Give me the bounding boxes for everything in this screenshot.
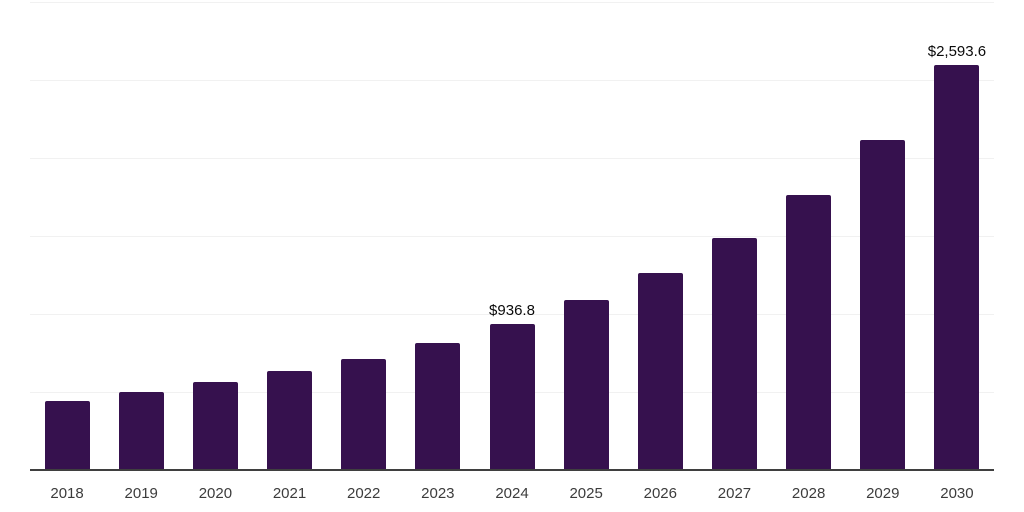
x-axis-label-2019: 2019 [124, 485, 158, 502]
x-axis-label-2023: 2023 [421, 485, 455, 502]
x-axis-label-2020: 2020 [198, 485, 233, 502]
bar-2025 [563, 299, 609, 470]
x-axis-label-2024: 2024 [495, 485, 529, 502]
x-axis-label-2026: 2026 [643, 485, 677, 502]
bar-2028 [786, 195, 832, 470]
bar-2020 [192, 382, 238, 470]
x-axis-label-2027: 2027 [717, 485, 752, 502]
bar-2019 [118, 392, 164, 470]
x-axis-label-2021: 2021 [272, 485, 307, 502]
bar-2030 [934, 65, 980, 470]
x-axis-label-2030: 2030 [940, 485, 974, 502]
bar-2026 [637, 272, 683, 470]
gridline [30, 236, 994, 237]
bar-value-label-2024: $936.8 [489, 301, 535, 319]
gridline [30, 2, 994, 3]
x-axis-line [30, 469, 994, 471]
bar-value-label-2030: $2,593.6 [927, 43, 987, 61]
chart-plot-area: $936.8 $2,593.6 [30, 0, 994, 471]
gridline [30, 158, 994, 159]
bar-2022 [341, 358, 387, 470]
gridline [30, 314, 994, 315]
gridline [30, 80, 994, 81]
bar-2029 [860, 139, 906, 470]
x-axis-label-2025: 2025 [569, 485, 603, 502]
bar-2027 [711, 238, 757, 470]
x-axis-label-2028: 2028 [791, 485, 826, 502]
x-axis-label-2022: 2022 [347, 485, 381, 502]
bar-2021 [267, 371, 313, 470]
x-axis-label-2018: 2018 [50, 485, 84, 502]
bar-2018 [44, 401, 90, 470]
bar-2024 [489, 323, 535, 470]
bar-2023 [415, 343, 461, 470]
x-axis-label-2029: 2029 [866, 485, 900, 502]
